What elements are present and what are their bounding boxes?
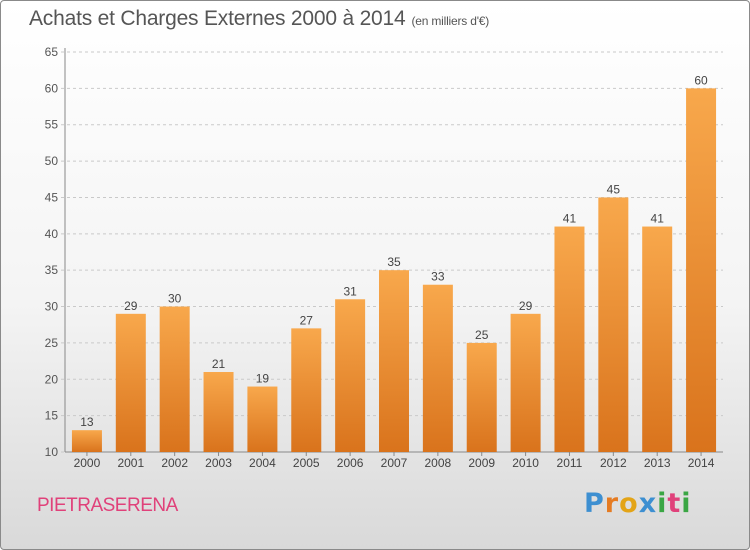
value-label-2012: 45 [607, 182, 621, 196]
y-tick-label: 50 [45, 154, 59, 168]
x-tick-label-2000: 2000 [74, 456, 101, 470]
value-label-2001: 29 [124, 299, 138, 313]
x-tick-label-2014: 2014 [688, 456, 715, 470]
commune-name: PIETRASERENA [37, 495, 178, 516]
y-tick-label: 30 [45, 300, 59, 314]
x-tick-label-2001: 2001 [117, 456, 144, 470]
y-tick-label: 60 [45, 81, 59, 95]
x-tick-label-2009: 2009 [468, 456, 495, 470]
value-label-2008: 33 [431, 270, 445, 284]
y-tick-label: 65 [45, 45, 59, 59]
x-tick-label-2010: 2010 [512, 456, 539, 470]
y-tick-label: 40 [45, 227, 59, 241]
bar-2000 [71, 430, 102, 452]
logo-letter: i [657, 488, 668, 519]
bar-2014 [686, 88, 717, 452]
logo-letter: P [584, 488, 605, 519]
bar-2013 [642, 226, 673, 452]
data-labels: 13 29 30 21 19 27 31 35 33 25 29 41 45 41 60 [80, 73, 708, 429]
y-tick-label: 25 [45, 336, 59, 350]
logo-letter: t [667, 488, 682, 519]
value-label-2007: 35 [387, 255, 401, 269]
bar-2010 [510, 313, 541, 452]
bar-2004 [247, 386, 278, 452]
logo-letter: r [604, 488, 620, 519]
y-tick-label: 15 [45, 409, 59, 423]
x-tick-label-2013: 2013 [644, 456, 671, 470]
value-label-2009: 25 [475, 328, 489, 342]
chart-unit: (en milliers d'€) [411, 14, 490, 28]
y-tick-label: 20 [45, 372, 59, 386]
value-label-2005: 27 [300, 313, 314, 327]
value-label-2011: 41 [563, 212, 577, 226]
x-tick-label-2011: 2011 [557, 456, 583, 470]
x-tick-label-2002: 2002 [161, 456, 188, 470]
value-label-2002: 30 [168, 292, 182, 306]
y-tick-label: 35 [45, 263, 59, 277]
tick-labels: 10 15 20 25 30 35 40 45 50 55 60 65 2000 2001 2002 2003… [45, 45, 715, 470]
bar-2008 [422, 284, 453, 452]
bar-2011 [554, 226, 585, 452]
x-tick-label-2005: 2005 [293, 456, 320, 470]
chart-title: Achats et Charges Externes 2000 à 2014 (e… [29, 7, 489, 31]
x-tick-label-2007: 2007 [381, 456, 408, 470]
y-tick-label: 55 [45, 118, 59, 132]
logo-letter: o [619, 488, 639, 519]
value-label-2006: 31 [343, 284, 357, 298]
x-tick-label-2004: 2004 [249, 456, 276, 470]
bars [71, 88, 717, 452]
proxiti-logo: Proxiti [584, 488, 692, 519]
value-label-2013: 41 [651, 212, 665, 226]
chart-title-text: Achats et Charges Externes 2000 à 2014 [29, 7, 406, 30]
x-tick-label-2006: 2006 [337, 456, 364, 470]
y-tick-label: 10 [45, 445, 59, 459]
x-tick-label-2008: 2008 [425, 456, 452, 470]
bar-2002 [159, 306, 190, 452]
value-label-2014: 60 [694, 73, 708, 87]
value-label-2003: 21 [212, 357, 226, 371]
bar-2006 [335, 299, 366, 452]
bar-2005 [291, 328, 322, 452]
logo-letter: i [681, 488, 692, 519]
value-label-2004: 19 [256, 372, 270, 386]
logo-letter: x [638, 488, 658, 519]
x-tick-label-2003: 2003 [205, 456, 232, 470]
value-label-2010: 29 [519, 299, 533, 313]
bar-2009 [466, 342, 497, 452]
y-tick-label: 45 [45, 190, 59, 204]
value-label-2000: 13 [80, 415, 94, 429]
bar-2012 [598, 197, 629, 452]
bar-2003 [203, 372, 234, 452]
bar-2007 [379, 270, 409, 452]
x-tick-label-2012: 2012 [600, 456, 627, 470]
bar-2001 [115, 313, 146, 452]
